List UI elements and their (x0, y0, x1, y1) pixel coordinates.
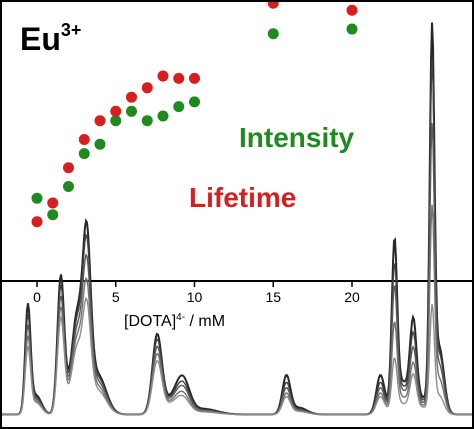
lifetime-point-8 (157, 70, 169, 82)
intensity-point-11 (267, 28, 279, 40)
intensity-point-8 (157, 110, 169, 122)
lifetime-point-7 (141, 82, 153, 94)
lifetime-point-9 (173, 72, 185, 84)
x-axis-label: [DOTA]4- / mM (124, 312, 225, 331)
intensity-point-10 (189, 96, 200, 108)
x-ticks (36, 281, 353, 287)
x-tick-label-5: 5 (112, 289, 120, 305)
lifetime-point-1 (47, 197, 59, 209)
intensity-point-5 (110, 115, 122, 127)
intensity-point-3 (78, 148, 90, 160)
ion-symbol: Eu (20, 21, 61, 57)
intensity-point-0 (31, 192, 43, 204)
ion-label: Eu3+ (20, 20, 81, 58)
x-tick-label-15: 15 (265, 289, 281, 305)
lifetime-point-0 (31, 216, 43, 228)
intensity-point-12 (346, 23, 358, 35)
legend-intensity: Intensity (239, 122, 355, 153)
intensity-point-6 (126, 105, 137, 117)
scatter-points (31, 2, 358, 228)
lifetime-point-6 (126, 91, 137, 103)
x-tick-label-10: 10 (187, 289, 203, 305)
x-axis-label-sup: 4- (176, 312, 186, 323)
x-axis-label-main: [DOTA] (124, 313, 177, 330)
lifetime-point-4 (94, 115, 106, 127)
lifetime-point-10 (189, 72, 200, 84)
intensity-point-2 (63, 181, 74, 192)
lifetime-point-5 (110, 105, 122, 117)
x-axis-label-unit: / mM (185, 313, 226, 330)
lifetime-point-2 (63, 162, 74, 174)
x-tick-label-0: 0 (33, 289, 41, 305)
x-tick-label-20: 20 (344, 289, 360, 305)
lifetime-point-11 (267, 2, 279, 9)
intensity-point-7 (141, 115, 153, 127)
intensity-point-1 (47, 209, 59, 221)
lifetime-point-12 (346, 4, 358, 16)
emission-spectra (2, 22, 472, 416)
x-tick-labels: 0 5 10 15 20 (33, 289, 360, 305)
lifetime-point-3 (78, 134, 90, 145)
intensity-point-4 (94, 138, 106, 150)
legend-lifetime: Lifetime (189, 182, 297, 213)
intensity-point-9 (173, 101, 185, 113)
spectrum-trace-4 (2, 296, 472, 416)
ion-charge: 3+ (60, 20, 82, 40)
